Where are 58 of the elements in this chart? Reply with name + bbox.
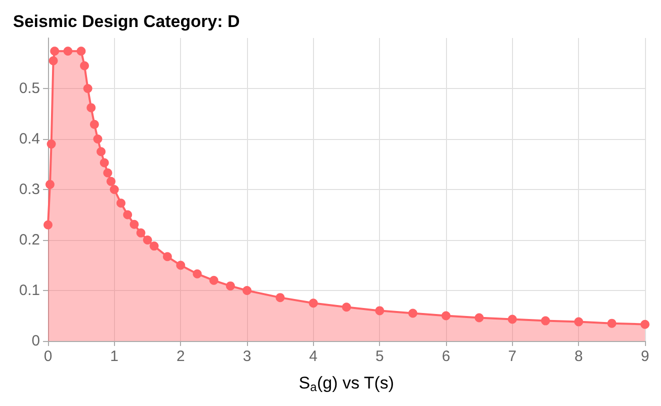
point	[209, 276, 218, 285]
point	[541, 316, 550, 326]
point	[408, 308, 418, 318]
x-tick-label: 5	[375, 348, 384, 365]
y-tick-label: 0.1	[19, 282, 40, 299]
point	[162, 252, 172, 262]
y-tick-label: 0.4	[19, 130, 40, 148]
point	[123, 210, 132, 220]
point	[93, 134, 102, 144]
point	[342, 302, 351, 312]
point	[46, 140, 56, 149]
point	[375, 306, 384, 316]
point	[50, 46, 60, 56]
point	[100, 158, 109, 168]
point	[80, 61, 89, 70]
point	[83, 84, 92, 93]
point	[90, 120, 99, 129]
point	[106, 176, 116, 186]
point	[130, 220, 139, 229]
point	[63, 46, 72, 56]
point	[76, 46, 86, 56]
point	[143, 236, 152, 244]
point	[640, 320, 650, 329]
y-tick-label: 0.3	[19, 181, 40, 198]
point	[136, 228, 146, 238]
chart-title: Seismic Design Category: D	[13, 12, 240, 31]
point	[86, 103, 96, 112]
point	[574, 317, 584, 326]
point	[308, 298, 318, 308]
point	[96, 147, 106, 156]
point	[474, 313, 484, 322]
point	[442, 311, 450, 320]
x-tick-label: 2	[176, 348, 185, 365]
x-tick-label: 4	[309, 348, 318, 365]
y-tick-label: 0.5	[19, 80, 40, 97]
point	[176, 260, 186, 270]
x-tick-label: 1	[110, 348, 119, 365]
point	[508, 314, 517, 324]
point	[44, 220, 52, 230]
x-tick-label: 0	[44, 348, 52, 365]
point	[46, 180, 54, 189]
x-tick-label: 6	[442, 348, 450, 365]
y-tick-label: 0.2	[19, 232, 40, 248]
point	[276, 293, 285, 302]
y-tick-label: 0	[32, 332, 40, 350]
point	[116, 198, 126, 208]
point	[150, 242, 159, 251]
x-tick-label: 9	[640, 348, 650, 365]
point	[110, 185, 119, 194]
x-tick-label: 8	[574, 348, 583, 365]
point	[192, 269, 202, 278]
point	[48, 56, 58, 66]
point	[103, 168, 112, 178]
point	[226, 281, 235, 290]
point	[607, 318, 616, 328]
x-tick-label: 3	[242, 348, 252, 365]
point	[242, 286, 252, 295]
x-tick-label: 7	[508, 348, 517, 365]
